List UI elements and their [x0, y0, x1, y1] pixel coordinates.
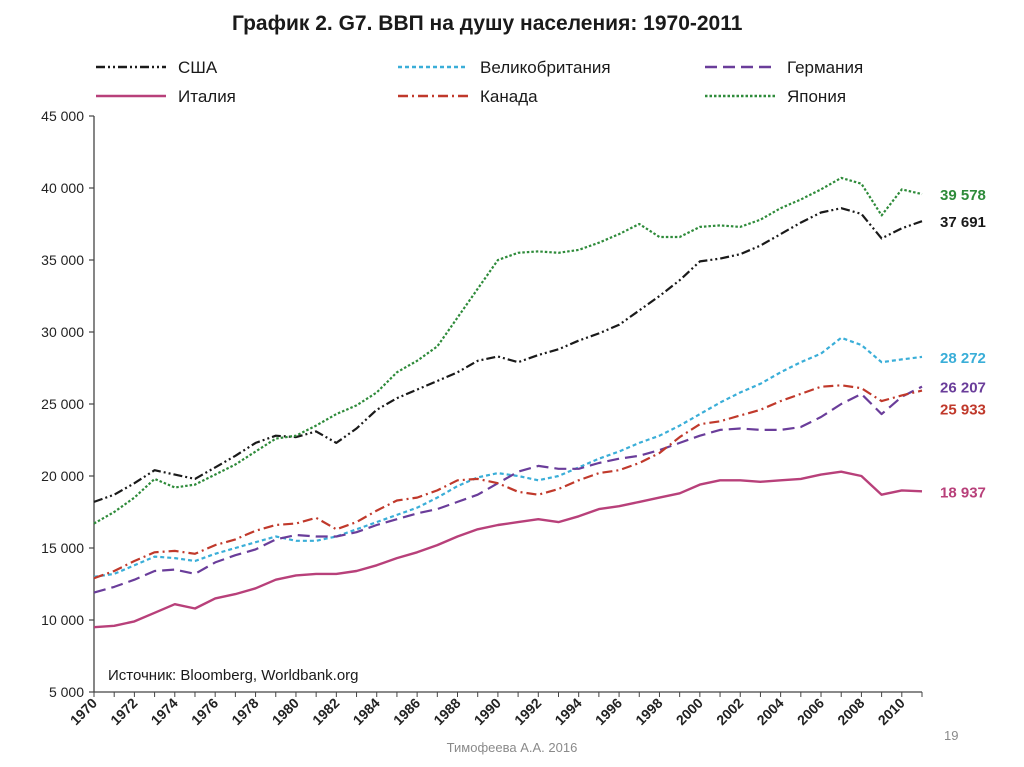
chart: График 2. G7. ВВП на душу населения: 197… — [41, 12, 986, 728]
x-tick-label: 1990 — [471, 695, 504, 728]
y-tick-label: 35 000 — [41, 252, 84, 268]
series-line — [93, 176, 923, 525]
end-value-label: 26 207 — [940, 380, 986, 397]
x-tick-label: 1992 — [511, 695, 544, 728]
y-tick-label: 10 000 — [41, 612, 84, 628]
series-line — [93, 207, 923, 503]
x-tick-label: 1982 — [309, 695, 342, 728]
x-tick-label: 1976 — [188, 695, 221, 728]
x-tick-label: 1972 — [107, 695, 140, 728]
y-tick-label: 20 000 — [41, 468, 84, 484]
y-tick-label: 45 000 — [41, 108, 84, 124]
y-tick-label: 15 000 — [41, 540, 84, 556]
x-tick-label: 1980 — [269, 695, 302, 728]
x-tick-label: 1984 — [350, 695, 383, 728]
series-layer — [93, 176, 923, 629]
x-tick-label: 2000 — [673, 695, 706, 728]
chart-title: График 2. G7. ВВП на душу населения: 197… — [232, 12, 743, 35]
y-tick-label: 30 000 — [41, 324, 84, 340]
end-labels: 37 691 28 272 26 207 18 937 25 933 39 578 — [940, 187, 986, 501]
series-line — [93, 384, 923, 580]
end-value-label: 39 578 — [940, 187, 986, 204]
series-line — [93, 336, 923, 578]
legend-label: Италия — [178, 87, 236, 106]
legend-label: Япония — [787, 87, 846, 106]
legend-label: Канада — [480, 87, 538, 106]
y-tick-label: 25 000 — [41, 396, 84, 412]
end-value-label: 18 937 — [940, 484, 986, 501]
y-tick-label: 5 000 — [49, 684, 84, 700]
x-tick-label: 1988 — [430, 695, 463, 728]
x-tick-label: 2006 — [794, 695, 827, 728]
x-tick-label: 2004 — [753, 695, 786, 728]
x-tick-label: 2002 — [713, 695, 746, 728]
series-line — [93, 470, 923, 629]
footer-author: Тимофеева А.А. 2016 — [446, 740, 578, 755]
series-line — [93, 385, 923, 594]
x-tick-label: 1998 — [632, 695, 665, 728]
x-tick-label: 2010 — [875, 695, 908, 728]
x-tick-label: 1994 — [551, 695, 584, 728]
legend-label: Германия — [787, 58, 863, 77]
x-tick-label: 2008 — [834, 695, 867, 728]
slide-number: 19 — [944, 728, 959, 743]
x-tick-label: 1986 — [390, 695, 423, 728]
y-tick-label: 40 000 — [41, 180, 84, 196]
x-tick-label: 1996 — [592, 695, 625, 728]
legend-label: Великобритания — [480, 58, 611, 77]
axes: 5 000 10 000 15 000 20 000 25 000 30 000 35 00… — [41, 108, 923, 728]
x-tick-label: 1978 — [228, 695, 261, 728]
end-value-label: 25 933 — [940, 402, 986, 419]
end-value-label: 28 272 — [940, 350, 986, 367]
end-value-label: 37 691 — [940, 214, 986, 231]
legend-label: США — [178, 58, 218, 77]
source-note: Источник: Bloomberg, Worldbank.org — [108, 667, 359, 684]
x-tick-label: 1974 — [148, 695, 181, 728]
legend: США Великобритания Германия Италия Канада Япо… — [96, 58, 863, 106]
